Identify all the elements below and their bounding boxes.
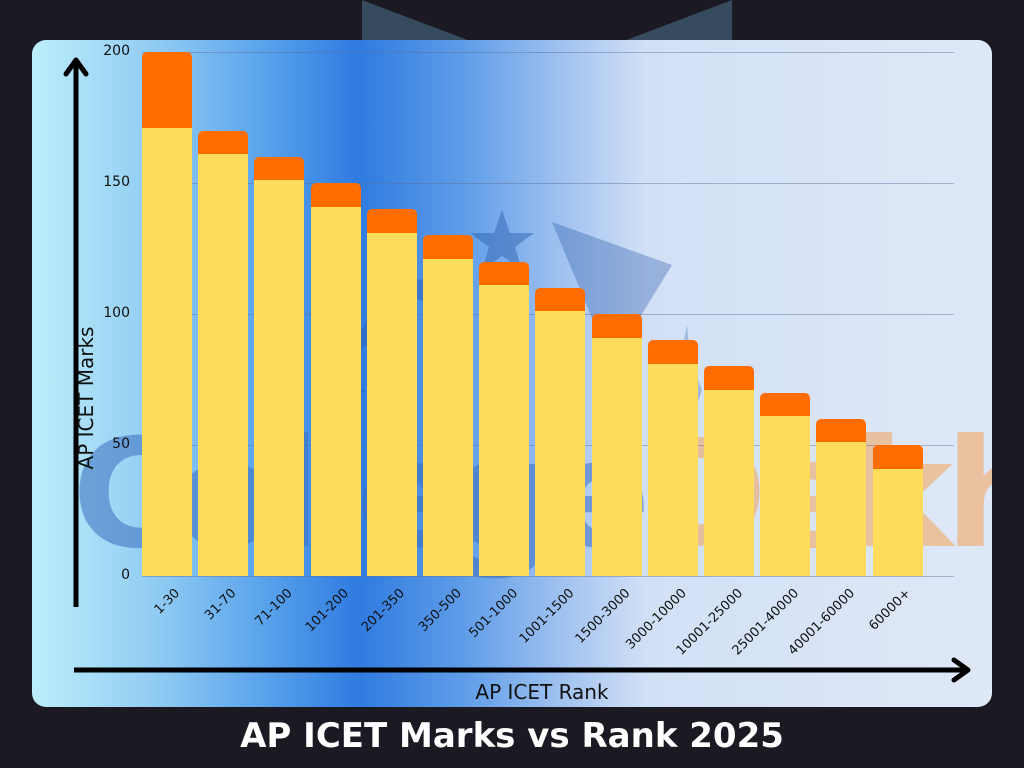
gridline <box>142 576 954 577</box>
bar-min-segment <box>704 389 754 576</box>
bar-min-segment <box>254 180 305 576</box>
bar-max-segment <box>254 156 305 183</box>
bar-max-segment <box>872 445 923 471</box>
bar-min-segment <box>872 468 923 576</box>
bar-350-500 <box>423 235 473 576</box>
bar-71-100 <box>254 156 305 576</box>
bar-3000-10000 <box>647 340 698 576</box>
bar-min-segment <box>647 363 698 576</box>
y-tick-label: 0 <box>121 567 130 583</box>
bar-min-segment <box>366 232 417 576</box>
bar-10001-25000 <box>704 366 754 576</box>
gridline <box>142 52 954 53</box>
y-tick-label: 100 <box>103 305 130 321</box>
bar-max-segment <box>423 235 473 261</box>
bar-40001-60000 <box>816 418 867 576</box>
bar-max-segment <box>198 130 249 157</box>
bar-max-segment <box>366 209 417 235</box>
bar-max-segment <box>704 366 754 392</box>
bar-min-segment <box>142 127 192 576</box>
bar-min-segment <box>479 285 530 576</box>
y-axis-label: AP ICET Marks <box>74 326 98 470</box>
bar-1500-3000 <box>591 314 642 576</box>
bar-min-segment <box>591 337 642 576</box>
gridline <box>142 183 954 184</box>
bar-max-segment <box>647 340 698 366</box>
bar-max-segment <box>310 183 361 209</box>
bar-501-1000 <box>479 261 530 576</box>
y-tick-label: 200 <box>103 43 130 59</box>
bar-min-segment <box>760 416 811 576</box>
chart-title: AP ICET Marks vs Rank 2025 <box>240 716 784 756</box>
y-tick-label: 150 <box>103 174 130 190</box>
bar-31-70 <box>198 130 249 576</box>
bar-max-segment <box>479 261 530 288</box>
bar-25001-40000 <box>760 392 811 576</box>
bar-max-segment <box>142 52 192 130</box>
y-tick-label: 50 <box>112 436 130 452</box>
chart-card: CollegeDekho 0501001502001-3031-7071-100… <box>32 40 992 707</box>
bar-1-30 <box>142 52 192 576</box>
bar-min-segment <box>423 258 473 576</box>
bar-101-200 <box>310 183 361 576</box>
bar-60000+ <box>872 445 923 576</box>
bar-1001-1500 <box>535 287 586 576</box>
bar-min-segment <box>310 206 361 576</box>
bar-max-segment <box>816 418 867 445</box>
bar-max-segment <box>535 287 586 314</box>
bar-min-segment <box>816 442 867 576</box>
bar-min-segment <box>535 311 586 576</box>
bar-max-segment <box>760 392 811 419</box>
bar-201-350 <box>366 209 417 576</box>
bar-max-segment <box>591 314 642 340</box>
x-axis-label: AP ICET Rank <box>475 680 609 704</box>
bar-min-segment <box>198 154 249 576</box>
